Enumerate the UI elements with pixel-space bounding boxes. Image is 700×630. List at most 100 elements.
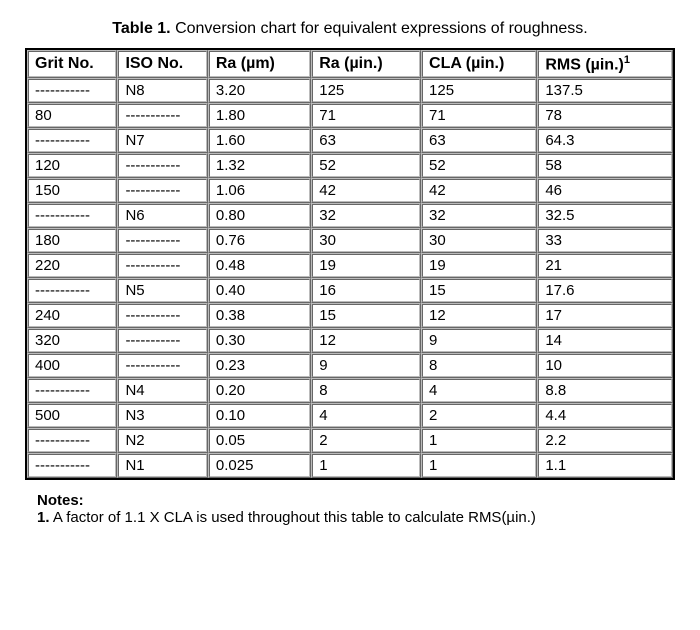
table-cell: 8 [421,353,537,378]
table-cell: ----------- [117,178,207,203]
table-cell: N2 [117,428,207,453]
col-header: Ra (µin.) [311,50,421,78]
table-row: 500N30.10424.4 [27,403,673,428]
table-row: 180-----------0.76303033 [27,228,673,253]
table-cell: 17.6 [537,278,673,303]
table-cell: 150 [27,178,117,203]
table-cell: 0.40 [208,278,311,303]
table-cell: ----------- [27,428,117,453]
table-cell: 2 [421,403,537,428]
table-cell: 63 [421,128,537,153]
table-row: 220-----------0.48191921 [27,253,673,278]
table-cell: 2 [311,428,421,453]
table-row: -----------N40.20848.8 [27,378,673,403]
table-cell: 0.48 [208,253,311,278]
table-cell: N4 [117,378,207,403]
table-cell: 19 [311,253,421,278]
table-row: -----------N83.20125125137.5 [27,78,673,103]
table-cell: 52 [311,153,421,178]
col-header: Ra (µm) [208,50,311,78]
table-cell: 9 [421,328,537,353]
table-cell: 137.5 [537,78,673,103]
table-cell: 125 [311,78,421,103]
table-cell: 4.4 [537,403,673,428]
table-row: 320-----------0.3012914 [27,328,673,353]
table-row: -----------N20.05212.2 [27,428,673,453]
table-cell: 64.3 [537,128,673,153]
table-cell: ----------- [117,328,207,353]
table-cell: 30 [311,228,421,253]
table-cell: 8.8 [537,378,673,403]
table-cell: 3.20 [208,78,311,103]
table-cell: 14 [537,328,673,353]
col-header: CLA (µin.) [421,50,537,78]
table-cell: 80 [27,103,117,128]
table-row: 120-----------1.32525258 [27,153,673,178]
table-cell: 0.025 [208,453,311,478]
table-cell: ----------- [27,278,117,303]
table-cell: 4 [311,403,421,428]
table-cell: ----------- [117,353,207,378]
table-cell: 71 [421,103,537,128]
table-cell: 15 [421,278,537,303]
table-cell: 63 [311,128,421,153]
table-cell: 1 [311,453,421,478]
table-cell: 0.20 [208,378,311,403]
col-header: Grit No. [27,50,117,78]
table-cell: 52 [421,153,537,178]
table-cell: 71 [311,103,421,128]
table-cell: ----------- [27,203,117,228]
table-cell: 32 [421,203,537,228]
col-header-rms: RMS (µin.)1 [537,50,673,78]
table-row: 400-----------0.239810 [27,353,673,378]
table-row: -----------N50.40161517.6 [27,278,673,303]
table-cell: 12 [421,303,537,328]
roughness-table: Grit No. ISO No. Ra (µm) Ra (µin.) CLA (… [25,48,675,480]
table-cell: 30 [421,228,537,253]
table-cell: ----------- [117,303,207,328]
table-cell: 125 [421,78,537,103]
table-cell: N6 [117,203,207,228]
table-cell: 21 [537,253,673,278]
table-cell: ----------- [117,153,207,178]
table-cell: 500 [27,403,117,428]
table-cell: 400 [27,353,117,378]
table-cell: 78 [537,103,673,128]
table-cell: 32 [311,203,421,228]
table-cell: 320 [27,328,117,353]
table-body: -----------N83.20125125137.580----------… [27,78,673,478]
note-text: A factor of 1.1 X CLA is used throughout… [50,509,536,526]
table-cell: ----------- [117,228,207,253]
table-cell: 17 [537,303,673,328]
table-cell: 15 [311,303,421,328]
table-cell: 1.06 [208,178,311,203]
table-row: -----------N10.025111.1 [27,453,673,478]
table-cell: 0.76 [208,228,311,253]
note-number: 1. [37,509,50,526]
table-cell: 0.23 [208,353,311,378]
table-row: 80-----------1.80717178 [27,103,673,128]
notes-label: Notes: [37,492,675,509]
table-cell: N5 [117,278,207,303]
table-row: -----------N60.80323232.5 [27,203,673,228]
caption-bold: Table 1. [112,20,170,37]
table-cell: 42 [311,178,421,203]
table-cell: 12 [311,328,421,353]
col-header: ISO No. [117,50,207,78]
table-cell: 16 [311,278,421,303]
table-cell: 33 [537,228,673,253]
note-item: 1. A factor of 1.1 X CLA is used through… [37,509,675,526]
table-row: -----------N71.60636364.3 [27,128,673,153]
table-cell: 0.30 [208,328,311,353]
table-cell: 0.80 [208,203,311,228]
notes-block: Notes: 1. A factor of 1.1 X CLA is used … [37,492,675,526]
table-cell: ----------- [27,78,117,103]
table-cell: 0.05 [208,428,311,453]
table-cell: 0.38 [208,303,311,328]
table-row: 240-----------0.38151217 [27,303,673,328]
table-cell: 240 [27,303,117,328]
table-cell: 58 [537,153,673,178]
table-cell: ----------- [27,378,117,403]
table-caption: Table 1. Conversion chart for equivalent… [25,20,675,38]
table-header-row: Grit No. ISO No. Ra (µm) Ra (µin.) CLA (… [27,50,673,78]
